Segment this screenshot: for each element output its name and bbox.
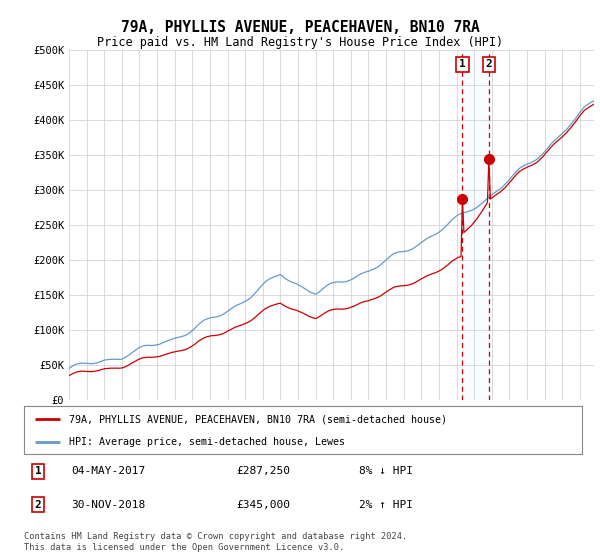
Text: Price paid vs. HM Land Registry's House Price Index (HPI): Price paid vs. HM Land Registry's House … [97, 36, 503, 49]
Text: 1: 1 [459, 59, 466, 69]
Text: 1: 1 [35, 466, 41, 477]
Text: 2: 2 [485, 59, 492, 69]
Bar [463, 50, 489, 400]
Text: 79A, PHYLLIS AVENUE, PEACEHAVEN, BN10 7RA (semi-detached house): 79A, PHYLLIS AVENUE, PEACEHAVEN, BN10 7R… [68, 414, 446, 424]
Text: 04-MAY-2017: 04-MAY-2017 [71, 466, 146, 477]
Text: £287,250: £287,250 [236, 466, 290, 477]
Text: 2: 2 [35, 500, 41, 510]
Text: £345,000: £345,000 [236, 500, 290, 510]
Text: 30-NOV-2018: 30-NOV-2018 [71, 500, 146, 510]
Text: Contains HM Land Registry data © Crown copyright and database right 2024.
This d: Contains HM Land Registry data © Crown c… [24, 533, 407, 552]
Text: 2% ↑ HPI: 2% ↑ HPI [359, 500, 413, 510]
Text: 79A, PHYLLIS AVENUE, PEACEHAVEN, BN10 7RA: 79A, PHYLLIS AVENUE, PEACEHAVEN, BN10 7R… [121, 20, 479, 35]
Text: 8% ↓ HPI: 8% ↓ HPI [359, 466, 413, 477]
Text: HPI: Average price, semi-detached house, Lewes: HPI: Average price, semi-detached house,… [68, 437, 344, 447]
